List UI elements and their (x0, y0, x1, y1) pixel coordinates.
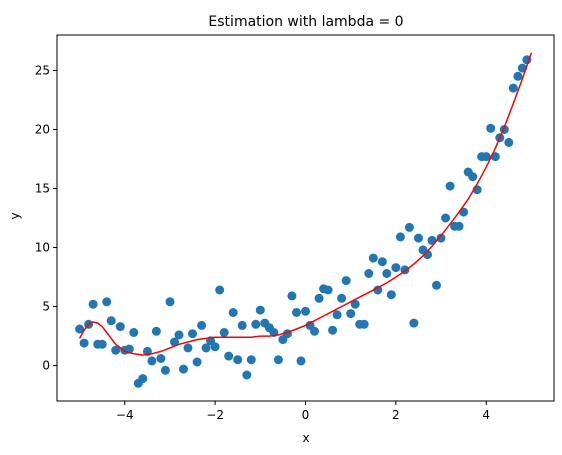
scatter-point (246, 355, 256, 365)
scatter-point (481, 152, 491, 162)
scatter-point (301, 306, 310, 316)
scatter-point (441, 213, 451, 223)
scatter-point (111, 345, 121, 355)
chart-title: Estimation with lambda = 0 (208, 14, 403, 30)
scatter-point (359, 319, 369, 329)
scatter-point (287, 291, 297, 301)
scatter-point (468, 172, 478, 182)
scatter-point (228, 308, 238, 317)
y-axis-label: y (8, 212, 22, 219)
scatter-point (328, 325, 338, 335)
scatter-point (192, 357, 202, 367)
scatter-point (170, 337, 179, 347)
y-tick-label: 10 (35, 241, 50, 255)
scatter-point (377, 257, 387, 267)
scatter-point (255, 305, 265, 315)
scatter-point (341, 276, 351, 286)
scatter-point (156, 354, 166, 363)
scatter-point (323, 285, 333, 295)
scatter-point (346, 309, 356, 319)
scatter-point (373, 285, 383, 295)
scatter-point (224, 351, 234, 361)
x-tick-label: −4 (116, 408, 134, 422)
scatter-point (337, 293, 347, 303)
x-tick-label: −2 (206, 408, 224, 422)
scatter-point (106, 316, 116, 326)
scatter-point (513, 71, 523, 81)
y-tick-label: 15 (35, 181, 50, 195)
scatter-point (251, 319, 261, 329)
scatter-point (233, 355, 243, 365)
scatter-point (436, 233, 446, 243)
scatter-point (237, 320, 247, 330)
scatter-point (314, 293, 324, 303)
scatter-point (219, 328, 229, 337)
scatter-point (414, 233, 423, 243)
scatter-point (486, 123, 496, 133)
scatter-point (368, 253, 378, 263)
scatter-point (179, 364, 188, 374)
scatter-point (364, 269, 374, 278)
scatter-point (147, 356, 157, 366)
scatter-point (188, 329, 197, 339)
scatter-point (382, 269, 392, 278)
scatter-point (310, 326, 319, 336)
x-tick-label: 0 (302, 408, 310, 422)
scatter-point (409, 318, 419, 328)
series-layer (75, 52, 533, 388)
scatter-point (273, 355, 283, 365)
y-tick-label: 0 (42, 359, 50, 373)
scatter-point (504, 137, 514, 147)
scatter-point (97, 339, 107, 349)
scatter-point (445, 181, 455, 191)
scatter-point (296, 356, 306, 366)
scatter-point (332, 310, 342, 320)
fit-line (78, 52, 533, 356)
scatter-point (88, 299, 98, 309)
scatter-point (508, 83, 518, 93)
scatter-point (102, 297, 112, 307)
scatter-point (404, 222, 414, 232)
scatter-point (160, 365, 170, 375)
scatter-point (115, 322, 125, 332)
scatter-point (210, 342, 220, 352)
x-tick-label: 2 (392, 408, 400, 422)
scatter-point (432, 280, 441, 290)
scatter-point (386, 290, 396, 300)
scatter-point (454, 221, 464, 231)
scatter-point (151, 326, 161, 336)
y-tick-label: 5 (42, 300, 50, 314)
scatter-point (391, 263, 401, 273)
scatter-point (215, 285, 225, 295)
y-tick-label: 25 (35, 63, 50, 77)
scatter-point (242, 370, 252, 380)
x-axis-label: x (302, 431, 309, 445)
scatter-point (165, 297, 175, 307)
scatter-point (350, 299, 360, 309)
scatter-point (201, 343, 211, 353)
scatter-point (183, 343, 193, 353)
scatter-point (174, 330, 184, 340)
scatter-point (75, 324, 85, 334)
scatter-point (79, 338, 89, 348)
y-tick-label: 20 (35, 122, 50, 136)
x-tick-label: 4 (482, 408, 490, 422)
ticks-layer: −4 −2 0 2 4 0 5 10 15 20 25 (35, 63, 490, 422)
scatter-point (395, 232, 405, 242)
scatter-point (292, 308, 301, 317)
scatter-point (197, 320, 207, 330)
scatter-point (129, 328, 139, 337)
scatter-point (138, 374, 148, 384)
